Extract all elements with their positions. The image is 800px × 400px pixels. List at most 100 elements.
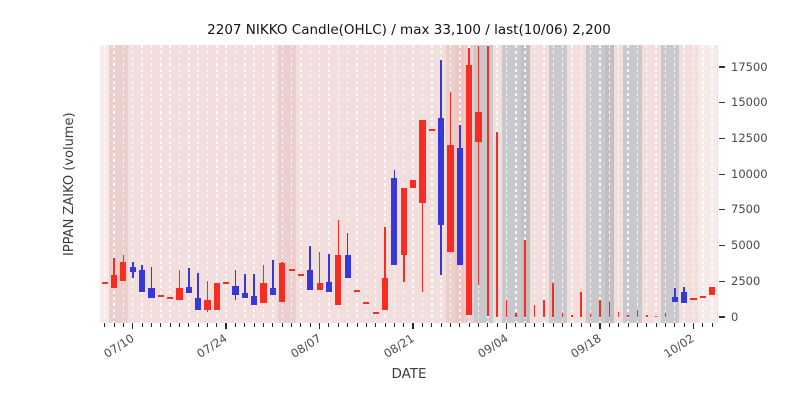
day-gridline [122, 45, 125, 323]
x-minor-tick [356, 323, 358, 327]
day-gridline [225, 45, 227, 323]
candle-body [680, 292, 688, 303]
day-gridline [645, 45, 648, 323]
day-gridline [253, 45, 255, 323]
chart-title: 2207 NIKKO Candle(OHLC) / max 33,100 / l… [207, 22, 611, 38]
x-major-tick [692, 323, 695, 329]
doji-dash [363, 301, 370, 305]
x-minor-tick [580, 323, 582, 327]
candle-body [185, 287, 192, 293]
x-major-tick [225, 323, 227, 329]
x-minor-tick [468, 323, 470, 327]
x-minor-tick [253, 323, 255, 327]
candle-body [204, 300, 211, 310]
x-minor-tick [711, 323, 713, 327]
candle-body [269, 288, 276, 295]
day-gridline [580, 45, 583, 323]
doji-dash [297, 273, 305, 277]
y-tick [719, 102, 725, 104]
candle-wick [113, 258, 115, 288]
x-minor-tick [534, 323, 536, 327]
day-gridline [103, 45, 106, 323]
x-minor-tick [113, 323, 115, 327]
y-tick [719, 280, 725, 282]
volume-spike [580, 292, 583, 317]
x-minor-tick [197, 323, 199, 327]
candle-body [251, 296, 258, 305]
day-gridline [431, 45, 433, 323]
x-minor-tick [449, 323, 451, 327]
volume-spike [608, 302, 611, 317]
candle-body [447, 145, 454, 252]
day-gridline [169, 45, 171, 323]
day-gridline [515, 45, 517, 323]
candle-body [438, 118, 445, 225]
x-minor-tick [459, 323, 461, 327]
x-minor-tick [655, 323, 657, 327]
x-minor-tick [590, 323, 592, 327]
day-gridline [178, 45, 181, 323]
candle-body [260, 283, 267, 303]
volume-spike [496, 132, 498, 317]
doji-dash [690, 297, 697, 301]
x-minor-tick [571, 323, 573, 327]
candle-wick [309, 245, 312, 290]
candle-wick [328, 254, 330, 292]
x-minor-tick [478, 323, 479, 327]
candle-body [456, 148, 463, 265]
volume-spike [487, 45, 489, 316]
x-minor-tick [552, 323, 554, 327]
candle-body [381, 278, 389, 310]
x-minor-tick [169, 323, 171, 327]
day-gridline [384, 45, 386, 323]
x-minor-tick [206, 323, 208, 327]
x-minor-tick [216, 323, 218, 327]
y-axis-label: IPPAN ZAIKO (volume) [62, 112, 77, 256]
day-gridline [337, 45, 340, 323]
volume-spike [515, 312, 517, 317]
x-minor-tick [524, 323, 526, 327]
day-gridline [300, 45, 302, 323]
volume-spike [655, 315, 657, 317]
y-tick-label: 17500 [731, 59, 768, 74]
doji-dash [157, 294, 164, 298]
day-gridline [402, 45, 405, 323]
x-minor-tick [440, 323, 442, 327]
candle-body [241, 293, 248, 298]
candle-body [325, 282, 333, 292]
x-minor-tick [375, 323, 377, 327]
x-minor-tick [393, 323, 395, 327]
x-axis-label: DATE [391, 366, 427, 382]
candle-wick [272, 260, 274, 295]
candle-body [110, 275, 118, 288]
day-gridline [599, 45, 601, 323]
x-minor-tick [150, 323, 152, 327]
candle-body [400, 188, 407, 255]
candle-wick [178, 270, 181, 300]
candle-wick [253, 274, 255, 305]
volume-spike [664, 313, 667, 317]
day-gridline [627, 45, 629, 323]
day-gridline [617, 45, 620, 323]
candle-wick [384, 227, 386, 310]
x-minor-tick [272, 323, 274, 327]
volume-spike [524, 240, 527, 317]
x-major-tick [318, 323, 321, 329]
day-gridline [608, 45, 611, 323]
x-minor-tick [188, 323, 190, 327]
day-gridline [272, 45, 274, 323]
x-minor-tick [309, 323, 311, 327]
day-gridline [655, 45, 657, 323]
x-major-tick [132, 323, 134, 329]
candle-body [176, 288, 183, 300]
x-minor-tick [104, 323, 106, 327]
x-minor-tick [421, 323, 423, 327]
candle-body [148, 288, 155, 298]
candle-body [232, 286, 239, 295]
volume-spike [599, 300, 601, 317]
y-tick [719, 209, 725, 211]
day-gridline [281, 45, 283, 323]
volume-spike [617, 312, 620, 317]
y-tick-label: 0 [731, 309, 739, 324]
